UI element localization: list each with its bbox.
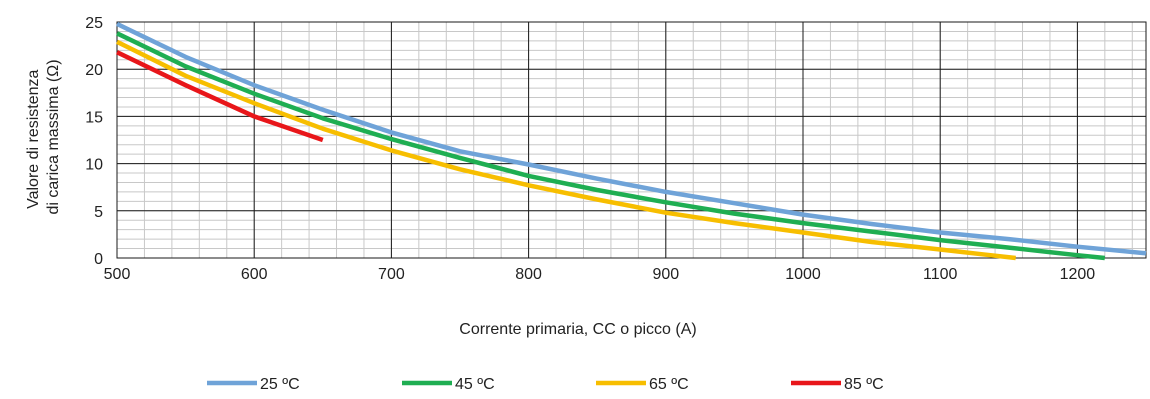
x-tick-label: 900 bbox=[652, 266, 679, 283]
plot-frame bbox=[116, 21, 1147, 259]
y-tick-label: 10 bbox=[85, 157, 103, 174]
minor-gridlines bbox=[116, 21, 1146, 259]
x-tick-label: 1000 bbox=[785, 266, 821, 283]
series-line bbox=[116, 39, 1016, 261]
x-tick-label: 1200 bbox=[1060, 266, 1096, 283]
y-tick-label: 5 bbox=[94, 204, 103, 221]
plot-area-frame bbox=[116, 21, 1147, 259]
x-tick-label: 600 bbox=[241, 266, 268, 283]
y-tick-label: 15 bbox=[85, 109, 103, 126]
y-tick-label: 20 bbox=[85, 62, 103, 79]
x-tick-label: 1100 bbox=[923, 266, 958, 283]
y-axis-title-line-1: Valore di resistenza bbox=[25, 69, 42, 208]
y-axis-title: Valore di resistenza di carica massima (… bbox=[25, 59, 62, 214]
legend: 25 ºC 45 ºC 65 ºC 85 ºC bbox=[207, 376, 884, 393]
legend-label: 45 ºC bbox=[455, 376, 495, 393]
major-gridlines bbox=[116, 21, 1146, 259]
x-tick-label: 800 bbox=[515, 266, 542, 283]
series-line bbox=[116, 21, 1147, 256]
x-axis-tick-labels: 500 600 700 800 900 1000 1100 1200 bbox=[104, 266, 1096, 283]
series-lines bbox=[116, 21, 1147, 261]
series-line bbox=[116, 31, 1106, 261]
series-line bbox=[116, 50, 324, 143]
y-tick-label: 25 bbox=[85, 15, 103, 32]
legend-label: 25 ºC bbox=[260, 376, 300, 393]
legend-label: 65 ºC bbox=[649, 376, 689, 393]
legend-label: 85 ºC bbox=[844, 376, 884, 393]
y-tick-label: 0 bbox=[94, 251, 103, 268]
x-tick-label: 700 bbox=[378, 266, 405, 283]
x-tick-label: 500 bbox=[104, 266, 131, 283]
x-axis-title: Corrente primaria, CC o picco (A) bbox=[459, 321, 696, 338]
y-axis-tick-labels: 0 5 10 15 20 25 bbox=[85, 15, 103, 268]
y-axis-title-line-2: di carica massima (Ω) bbox=[45, 59, 62, 214]
